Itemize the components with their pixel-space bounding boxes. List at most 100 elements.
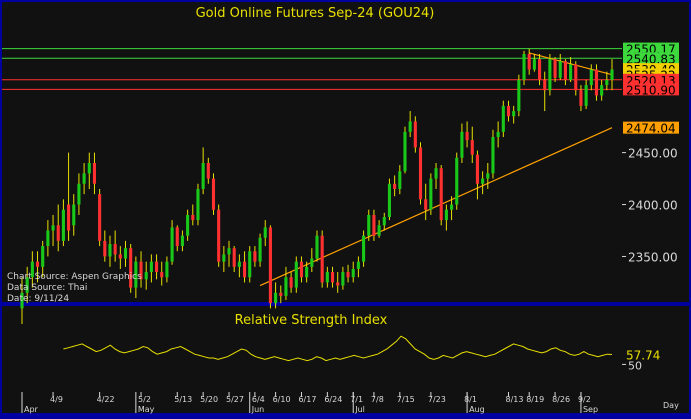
candle-body <box>382 217 386 226</box>
candle-body <box>398 171 402 189</box>
candle-body <box>356 261 360 269</box>
trendline <box>259 127 613 287</box>
candle-body <box>470 140 474 155</box>
candle-body <box>289 277 293 288</box>
candle-body <box>558 61 562 78</box>
candle-body <box>144 272 148 280</box>
date-axis-label: 9/2 <box>578 395 591 404</box>
period-label: Day <box>663 401 679 410</box>
date-axis-label: 8/1 <box>464 395 477 404</box>
price-tag <box>623 52 679 65</box>
date-axis-panel <box>2 392 689 413</box>
candle-body <box>584 85 588 106</box>
candle-body <box>486 173 490 179</box>
candle-body <box>346 272 350 278</box>
candle-body <box>196 188 200 221</box>
candle-body <box>77 183 81 205</box>
date-axis-label: 6/24 <box>324 395 342 404</box>
candle-body <box>201 163 205 189</box>
candle-body <box>155 261 159 273</box>
candle-body <box>237 261 241 267</box>
rsi-value-label: 57.74 <box>626 348 660 362</box>
candle-body <box>134 261 138 288</box>
candle-body <box>336 282 340 286</box>
candle-body <box>527 53 531 70</box>
candle-body <box>232 248 236 267</box>
candle-body <box>465 131 469 141</box>
price-tag <box>623 73 679 86</box>
candle-body <box>242 261 247 278</box>
candle-body <box>491 137 495 174</box>
candle-body <box>92 163 97 184</box>
candle-body <box>372 214 376 236</box>
candle-body <box>320 235 324 283</box>
date-axis-label: 8/26 <box>552 395 570 404</box>
date-axis-label: 7/1 <box>350 395 363 404</box>
candle-body <box>543 79 547 91</box>
candle-body <box>56 225 60 241</box>
month-label: May <box>138 405 155 414</box>
rsi-value-tag <box>623 348 663 361</box>
candle-body <box>98 194 102 241</box>
date-axis-label: 7/15 <box>397 395 415 404</box>
price-tag <box>623 83 679 96</box>
candle-body <box>139 261 143 280</box>
candle-body <box>574 64 578 91</box>
candle-body <box>103 240 107 257</box>
candle-body <box>279 292 283 296</box>
candle-body <box>450 204 454 210</box>
candle-body <box>82 173 86 184</box>
candle-body <box>206 163 210 179</box>
candle-body <box>284 277 288 296</box>
candle-body <box>165 261 169 278</box>
month-label: Sep <box>583 405 598 414</box>
candle-body <box>537 59 542 80</box>
candle-body <box>475 154 479 184</box>
candle-body <box>362 235 366 262</box>
candle-body <box>341 272 345 286</box>
candle-body <box>274 292 278 304</box>
date-axis-label: 8/19 <box>526 395 544 404</box>
candle-body <box>579 90 583 106</box>
candle-body <box>444 209 448 221</box>
price-tag <box>623 121 679 134</box>
candle-body <box>175 227 179 247</box>
date-axis-label: 4/9 <box>50 395 63 404</box>
price-chart: 2350.002400.002450.002550.172540.832530.… <box>2 42 679 324</box>
candle-body <box>522 53 526 80</box>
price-tag-label: 2474.04 <box>626 122 676 136</box>
date-axis-label: 7/23 <box>428 395 446 404</box>
candle-body <box>35 261 40 267</box>
price-tag <box>623 42 679 55</box>
candle-body <box>377 225 381 236</box>
date-axis-label: 6/4 <box>252 395 265 404</box>
candle-body <box>424 199 428 210</box>
candle-body <box>517 79 521 112</box>
candle-body <box>413 121 417 148</box>
rsi-axis-label: 50 <box>628 359 642 372</box>
date-axis-label: 8/13 <box>505 395 523 404</box>
candle-body <box>129 248 133 288</box>
date-axis-label: 7/8 <box>371 395 384 404</box>
candle-body <box>594 69 599 96</box>
candle-body <box>72 204 76 226</box>
candle-body <box>113 244 117 255</box>
date-axis-label: 6/17 <box>298 395 316 404</box>
candle-body <box>429 178 433 210</box>
date-axis-label: 4/22 <box>97 395 115 404</box>
price-chart-title: Gold Online Futures Sep-24 (GOU24) <box>196 6 435 21</box>
price-axis-label: 2350.00 <box>628 250 678 264</box>
candle-body <box>211 178 216 210</box>
candle-body <box>61 209 65 241</box>
candle-body <box>25 277 29 293</box>
candle-body <box>305 266 309 278</box>
candle-body <box>30 261 34 278</box>
candle-body <box>170 227 174 262</box>
candle-body <box>403 131 407 172</box>
candle-body <box>501 105 505 132</box>
candle-body <box>532 59 536 70</box>
month-label: Jun <box>251 405 265 414</box>
